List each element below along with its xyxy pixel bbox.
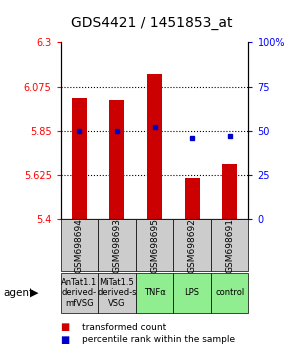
Text: GDS4421 / 1451853_at: GDS4421 / 1451853_at bbox=[71, 16, 232, 30]
Bar bbox=[147, 74, 162, 219]
Text: AnTat1.1
derived-
mfVSG: AnTat1.1 derived- mfVSG bbox=[61, 278, 98, 308]
Bar bbox=[136, 219, 173, 271]
Text: GSM698693: GSM698693 bbox=[112, 218, 122, 273]
Text: GSM698694: GSM698694 bbox=[75, 218, 84, 273]
Text: GSM698695: GSM698695 bbox=[150, 218, 159, 273]
Text: GSM698691: GSM698691 bbox=[225, 218, 234, 273]
Bar bbox=[173, 273, 211, 313]
Text: MiTat1.5
derived-s
VSG: MiTat1.5 derived-s VSG bbox=[97, 278, 137, 308]
Text: ▶: ▶ bbox=[30, 288, 39, 298]
Bar bbox=[173, 219, 211, 271]
Text: control: control bbox=[215, 289, 244, 297]
Text: ■: ■ bbox=[61, 335, 70, 345]
Bar bbox=[98, 219, 136, 271]
Bar bbox=[98, 273, 136, 313]
Bar bbox=[136, 273, 173, 313]
Bar bbox=[109, 99, 125, 219]
Bar bbox=[72, 98, 87, 219]
Text: percentile rank within the sample: percentile rank within the sample bbox=[82, 335, 235, 344]
Text: GSM698692: GSM698692 bbox=[188, 218, 197, 273]
Bar bbox=[61, 219, 98, 271]
Bar bbox=[211, 219, 248, 271]
Text: agent: agent bbox=[3, 288, 33, 298]
Bar bbox=[61, 273, 98, 313]
Text: ■: ■ bbox=[61, 322, 70, 332]
Bar bbox=[222, 164, 237, 219]
Text: TNFα: TNFα bbox=[144, 289, 165, 297]
Bar bbox=[211, 273, 248, 313]
Bar bbox=[185, 178, 200, 219]
Text: LPS: LPS bbox=[185, 289, 200, 297]
Text: transformed count: transformed count bbox=[82, 323, 166, 332]
